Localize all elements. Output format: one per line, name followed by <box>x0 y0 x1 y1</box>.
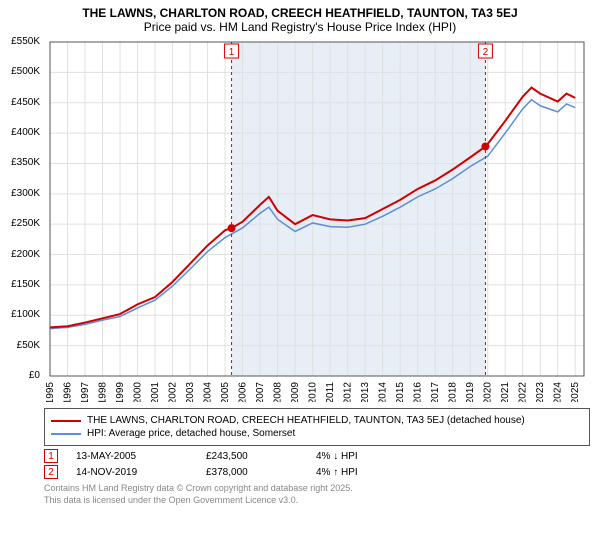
transaction-price: £243,500 <box>206 451 316 462</box>
x-tick-label: 1996 <box>63 382 74 402</box>
x-tick-label: 2005 <box>220 382 231 402</box>
x-tick-label: 2024 <box>553 382 564 402</box>
x-tick-label: 2000 <box>133 382 144 402</box>
x-tick-label: 1999 <box>115 382 126 402</box>
y-tick-label: £500K <box>11 66 40 77</box>
x-tick-label: 2002 <box>168 382 179 402</box>
y-tick-label: £150K <box>11 279 40 290</box>
x-tick-label: 2015 <box>395 382 406 402</box>
x-tick-label: 2006 <box>238 382 249 402</box>
y-tick-label: £350K <box>11 157 40 168</box>
footnote-line: Contains HM Land Registry data © Crown c… <box>44 483 590 495</box>
x-tick-label: 2019 <box>465 382 476 402</box>
transaction-marker: 2 <box>44 465 58 479</box>
x-tick-label: 2014 <box>378 382 389 402</box>
footnote-line: This data is licensed under the Open Gov… <box>44 495 590 507</box>
legend-label: THE LAWNS, CHARLTON ROAD, CREECH HEATHFI… <box>87 415 525 426</box>
y-tick-label: £400K <box>11 127 40 138</box>
y-tick-label: £450K <box>11 97 40 108</box>
marker-dot <box>228 224 236 232</box>
transaction-date: 14-NOV-2019 <box>76 467 206 478</box>
x-tick-label: 2007 <box>255 382 266 402</box>
x-tick-label: 2003 <box>185 382 196 402</box>
legend: THE LAWNS, CHARLTON ROAD, CREECH HEATHFI… <box>44 408 590 446</box>
x-tick-label: 2020 <box>483 382 494 402</box>
x-tick-label: 1997 <box>80 382 91 402</box>
title-address: THE LAWNS, CHARLTON ROAD, CREECH HEATHFI… <box>10 6 590 20</box>
transactions: 1 13-MAY-2005£243,5004% ↓ HPI 2 14-NOV-2019… <box>44 449 590 479</box>
x-tick-label: 2018 <box>448 382 459 402</box>
legend-row: THE LAWNS, CHARLTON ROAD, CREECH HEATHFI… <box>51 415 583 426</box>
x-tick-label: 2016 <box>413 382 424 402</box>
legend-label: HPI: Average price, detached house, Some… <box>87 428 295 439</box>
x-tick-label: 2001 <box>150 382 161 402</box>
marker-dot <box>481 142 489 150</box>
price-chart: 1995 1996 1997 1998 1999 2000 2001 2002 2003 2004… <box>44 36 590 402</box>
x-tick-label: 1995 <box>45 382 56 402</box>
x-tick-label: 2017 <box>430 382 441 402</box>
footnote: Contains HM Land Registry data © Crown c… <box>44 483 590 506</box>
y-tick-label: £550K <box>11 36 40 47</box>
x-tick-label: 2025 <box>570 382 581 402</box>
transaction-date: 13-MAY-2005 <box>76 451 206 462</box>
x-tick-label: 2023 <box>535 382 546 402</box>
legend-swatch <box>51 433 81 435</box>
x-tick-label: 2008 <box>273 382 284 402</box>
x-tick-label: 2021 <box>500 382 511 402</box>
x-tick-label: 1998 <box>98 382 109 402</box>
x-tick-label: 2013 <box>360 382 371 402</box>
transaction-row: 1 13-MAY-2005£243,5004% ↓ HPI <box>44 449 590 463</box>
transaction-row: 2 14-NOV-2019£378,0004% ↑ HPI <box>44 465 590 479</box>
transaction-hpi: 4% ↑ HPI <box>316 467 436 478</box>
y-tick-label: £100K <box>11 309 40 320</box>
x-tick-label: 2022 <box>518 382 529 402</box>
marker-number: 2 <box>483 47 489 58</box>
legend-swatch <box>51 420 81 422</box>
y-tick-label: £250K <box>11 218 40 229</box>
y-tick-label: £50K <box>17 340 40 351</box>
transaction-marker: 1 <box>44 449 58 463</box>
x-tick-label: 2004 <box>203 382 214 402</box>
transaction-price: £378,000 <box>206 467 316 478</box>
y-tick-label: £0 <box>29 370 40 381</box>
title-sub: Price paid vs. HM Land Registry's House … <box>10 20 590 34</box>
x-tick-label: 2012 <box>343 382 354 402</box>
legend-row: HPI: Average price, detached house, Some… <box>51 428 583 439</box>
marker-number: 1 <box>229 47 235 58</box>
x-tick-label: 2011 <box>325 382 336 402</box>
transaction-hpi: 4% ↓ HPI <box>316 451 436 462</box>
y-tick-label: £300K <box>11 188 40 199</box>
y-tick-label: £200K <box>11 249 40 260</box>
x-tick-label: 2010 <box>308 382 319 402</box>
x-tick-label: 2009 <box>290 382 301 402</box>
